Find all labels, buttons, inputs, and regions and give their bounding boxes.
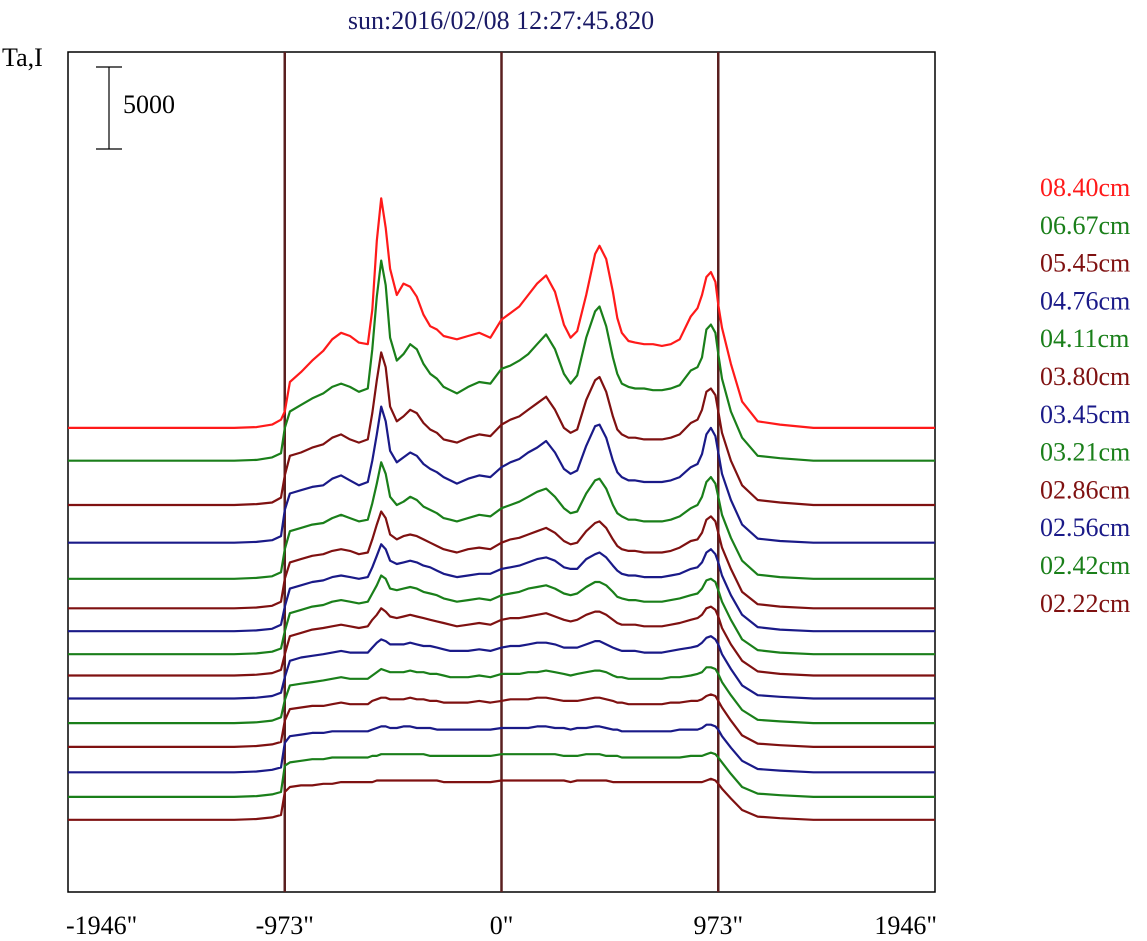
chart-title: sun:2016/02/08 12:27:45.820 [348,6,654,35]
series-line-6 [68,543,935,633]
series-line-4 [68,461,935,580]
series-line-1 [68,259,935,462]
y-axis-label: Ta,I [2,43,43,72]
scale-bar-label: 5000 [123,90,175,119]
series-line-12 [68,723,935,774]
legend: 08.40cm 06.67cm 05.45cm 04.76cm 04.11cm 03.80… [1040,173,1130,618]
legend-entry: 04.76cm [1040,286,1130,315]
legend-entry: 08.40cm [1040,173,1130,202]
legend-entry: 03.45cm [1040,400,1130,429]
scale-bar: 5000 [96,66,175,150]
x-tick-label: 0" [490,911,514,940]
x-tick-label: -1946" [66,911,137,940]
series-line-9 [68,635,935,700]
series-line-2 [68,351,935,507]
series-line-5 [68,510,935,610]
x-tick-label: 1946" [874,911,937,940]
series-line-3 [68,405,935,544]
series-line-11 [68,693,935,749]
x-tick-label: 973" [693,911,743,940]
series-line-13 [68,751,935,799]
series-line-7 [68,574,935,656]
series-line-10 [68,666,935,725]
legend-entry: 06.67cm [1040,211,1130,240]
legend-entry: 02.42cm [1040,551,1130,580]
vertical-markers [283,52,720,892]
series-line-14 [68,777,935,821]
legend-entry: 02.22cm [1040,589,1130,618]
legend-entry: 02.56cm [1040,513,1130,542]
x-tick-label: -973" [256,911,314,940]
legend-entry: 03.80cm [1040,362,1130,391]
legend-entry: 02.86cm [1040,475,1130,504]
legend-entry: 03.21cm [1040,438,1130,467]
series-lines [68,197,935,821]
x-tick-labels: -1946" -973" 0" 973" 1946" [66,911,937,940]
series-line-8 [68,605,935,677]
series-line-0 [68,197,935,429]
legend-entry: 05.45cm [1040,249,1130,278]
legend-entry: 04.11cm [1040,324,1129,353]
